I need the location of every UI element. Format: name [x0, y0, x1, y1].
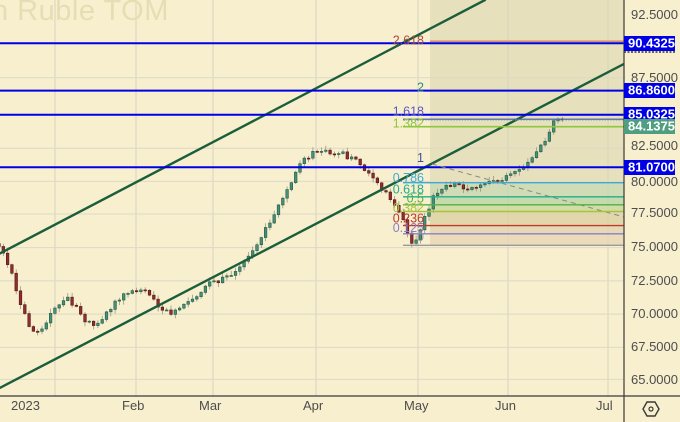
svg-text:72.5000: 72.5000 — [631, 273, 678, 288]
svg-text:Mar: Mar — [199, 398, 222, 413]
svg-text:Jun: Jun — [495, 398, 516, 413]
svg-text:80.0000: 80.0000 — [631, 174, 678, 189]
svg-text:82.5000: 82.5000 — [631, 138, 678, 153]
svg-text:77.5000: 77.5000 — [631, 205, 678, 220]
svg-text:2023: 2023 — [11, 398, 40, 413]
svg-text:0: 0 — [417, 230, 424, 244]
svg-text:81.0700: 81.0700 — [628, 160, 675, 175]
svg-text:1: 1 — [417, 151, 424, 165]
svg-text:2: 2 — [417, 81, 424, 95]
svg-text:Feb: Feb — [122, 398, 144, 413]
svg-text:Apr: Apr — [303, 398, 324, 413]
svg-text:86.8600: 86.8600 — [628, 83, 675, 98]
svg-text:67.5000: 67.5000 — [631, 339, 678, 354]
svg-text:70.0000: 70.0000 — [631, 306, 678, 321]
svg-text:65.0000: 65.0000 — [631, 372, 678, 387]
svg-text:May: May — [404, 398, 429, 413]
svg-text:2.618: 2.618 — [393, 34, 424, 48]
svg-text:90.4325: 90.4325 — [628, 36, 675, 51]
svg-text:84.1375: 84.1375 — [628, 119, 675, 134]
svg-text:75.0000: 75.0000 — [631, 239, 678, 254]
svg-text:1.382: 1.382 — [393, 117, 424, 131]
svg-text:Jul: Jul — [596, 398, 613, 413]
svg-text:92.5000: 92.5000 — [631, 7, 678, 22]
